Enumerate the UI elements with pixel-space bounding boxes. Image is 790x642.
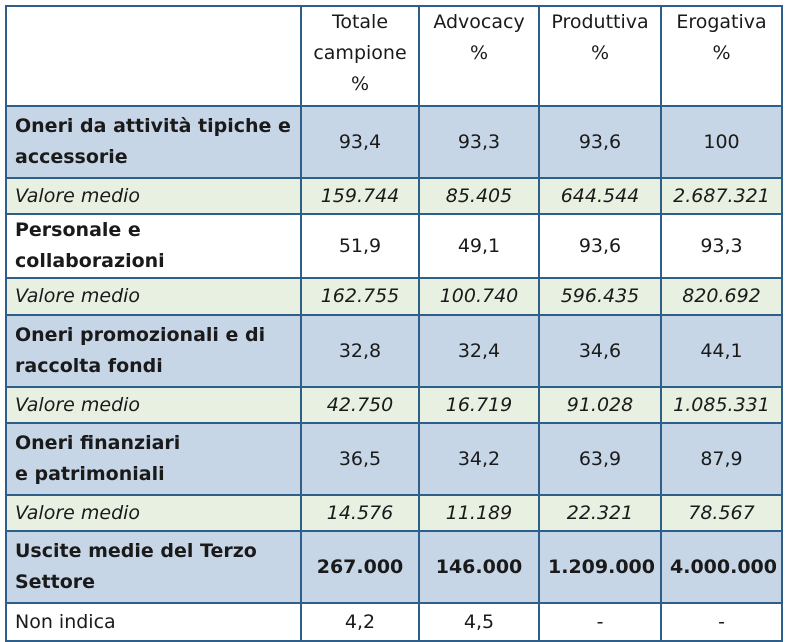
- cell-produttiva: 91.028: [538, 386, 662, 424]
- row-label: Valore medio: [5, 386, 302, 424]
- cell-totale: 36,5: [300, 422, 420, 496]
- row-label: Valore medio: [5, 494, 302, 532]
- cell-produttiva: 93,6: [538, 105, 662, 179]
- row-label: Valore medio: [5, 177, 302, 215]
- cell-advocacy: 49,1: [418, 213, 540, 279]
- cell-totale: 267.000: [300, 530, 420, 604]
- cell-produttiva: 34,6: [538, 314, 662, 388]
- header-text: Produttiva: [551, 11, 649, 33]
- row-label: Uscite medie del Terzo Settore: [5, 530, 302, 604]
- cell-advocacy: 146.000: [418, 530, 540, 604]
- cell-advocacy: 93,3: [418, 105, 540, 179]
- header-text: %: [469, 42, 489, 64]
- row-label-line: Oneri finanziari: [15, 432, 181, 454]
- row-label-line: Uscite medie del Terzo: [15, 540, 257, 562]
- cell-erogativa: 87,9: [660, 422, 783, 496]
- header-text: %: [590, 42, 610, 64]
- row-label-line: accessorie: [15, 146, 128, 168]
- row-label: Oneri promozionali e di raccolta fondi: [5, 314, 302, 388]
- table-row: Oneri finanziari e patrimoniali 36,5 34,…: [5, 422, 783, 496]
- header-text: Totale: [331, 11, 389, 33]
- cell-advocacy: 34,2: [418, 422, 540, 496]
- header-text: campione: [313, 42, 407, 64]
- header-produttiva: Produttiva %: [538, 5, 662, 107]
- header-text: Advocacy: [433, 11, 525, 33]
- cell-produttiva: -: [538, 602, 662, 642]
- expenses-table: Totale campione % Advocacy % Produttiva …: [5, 5, 783, 642]
- cell-totale: 162.755: [300, 277, 420, 316]
- cell-totale: 42.750: [300, 386, 420, 424]
- table-row: Valore medio 42.750 16.719 91.028 1.085.…: [5, 386, 783, 424]
- table-row-total: Uscite medie del Terzo Settore 267.000 1…: [5, 530, 783, 604]
- row-label: Personale e collaborazioni: [5, 213, 302, 279]
- cell-produttiva: 596.435: [538, 277, 662, 316]
- row-label-line: Oneri promozionali e di: [15, 324, 266, 346]
- cell-erogativa: 1.085.331: [660, 386, 783, 424]
- cell-erogativa: 820.692: [660, 277, 783, 316]
- cell-erogativa: 4.000.000: [660, 530, 783, 604]
- cell-advocacy: 32,4: [418, 314, 540, 388]
- cell-advocacy: 85.405: [418, 177, 540, 215]
- table-row: Personale e collaborazioni 51,9 49,1 93,…: [5, 213, 783, 279]
- cell-erogativa: 44,1: [660, 314, 783, 388]
- cell-totale: 51,9: [300, 213, 420, 279]
- cell-totale: 93,4: [300, 105, 420, 179]
- header-totale-campione: Totale campione %: [300, 5, 420, 107]
- row-label: Non indica: [5, 602, 302, 642]
- cell-advocacy: 100.740: [418, 277, 540, 316]
- cell-erogativa: 2.687.321: [660, 177, 783, 215]
- cell-advocacy: 11.189: [418, 494, 540, 532]
- cell-advocacy: 4,5: [418, 602, 540, 642]
- row-label-line: e patrimoniali: [15, 463, 165, 485]
- row-label-line: Settore: [15, 571, 96, 593]
- table-row: Valore medio 159.744 85.405 644.544 2.68…: [5, 177, 783, 215]
- cell-produttiva: 22.321: [538, 494, 662, 532]
- table-row: Non indica 4,2 4,5 - -: [5, 602, 783, 642]
- cell-erogativa: 78.567: [660, 494, 783, 532]
- row-label-line: Oneri da attività tipiche e: [15, 115, 291, 137]
- cell-totale: 32,8: [300, 314, 420, 388]
- cell-erogativa: 100: [660, 105, 783, 179]
- table-row: Valore medio 162.755 100.740 596.435 820…: [5, 277, 783, 316]
- cell-produttiva: 93,6: [538, 213, 662, 279]
- cell-erogativa: -: [660, 602, 783, 642]
- cell-totale: 14.576: [300, 494, 420, 532]
- cell-totale: 4,2: [300, 602, 420, 642]
- header-text: %: [712, 42, 731, 64]
- cell-produttiva: 1.209.000: [538, 530, 662, 604]
- header-advocacy: Advocacy %: [418, 5, 540, 107]
- header-text: %: [350, 73, 370, 95]
- row-label: Valore medio: [5, 277, 302, 316]
- table-row: Oneri da attività tipiche e accessorie 9…: [5, 105, 783, 179]
- table-row: Oneri promozionali e di raccolta fondi 3…: [5, 314, 783, 388]
- row-label: Oneri finanziari e patrimoniali: [5, 422, 302, 496]
- cell-erogativa: 93,3: [660, 213, 783, 279]
- cell-advocacy: 16.719: [418, 386, 540, 424]
- row-label: Oneri da attività tipiche e accessorie: [5, 105, 302, 179]
- table-row: Valore medio 14.576 11.189 22.321 78.567: [5, 494, 783, 532]
- header-text: Erogativa: [676, 11, 767, 33]
- row-label-line: raccolta fondi: [15, 355, 163, 377]
- cell-totale: 159.744: [300, 177, 420, 215]
- header-erogativa: Erogativa %: [660, 5, 783, 107]
- cell-produttiva: 63,9: [538, 422, 662, 496]
- cell-produttiva: 644.544: [538, 177, 662, 215]
- header-corner-cell: [5, 5, 302, 107]
